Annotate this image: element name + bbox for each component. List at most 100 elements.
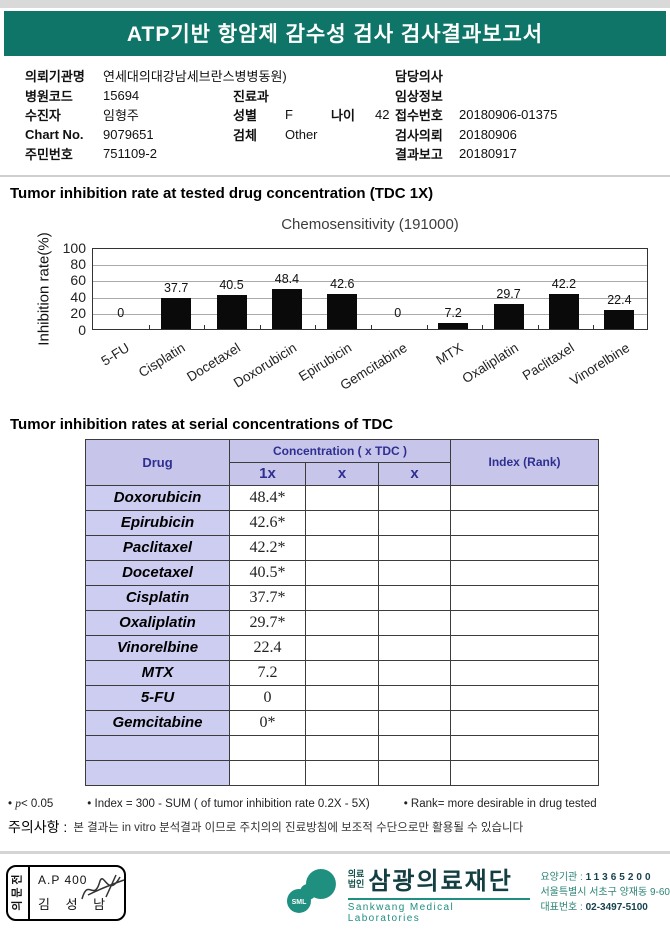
- gridline: [93, 297, 647, 299]
- table-header-row-1: Drug Concentration ( x TDC ) Index (Rank…: [85, 438, 599, 486]
- bars-container: 0 37.7 40.5 48.4 42.6 0 7.2 29.7 42.2 22.4: [93, 249, 647, 329]
- x-tick-label: Doxorubicin: [230, 339, 300, 391]
- receipt-value: 20180906-01375: [459, 107, 558, 123]
- stamp-name: 김 성 남: [38, 896, 112, 912]
- x-tick-label: Cisplatin: [135, 339, 188, 380]
- bar: [216, 295, 247, 329]
- care-org-line: 요양기관 : 11365200: [540, 872, 654, 883]
- row-report: 결과보고 20180917: [395, 144, 670, 164]
- row-chart-no: Chart No. 9079651 검체 Other: [25, 125, 395, 145]
- stamp-main: A.P 400 김 성 남: [30, 867, 111, 919]
- value-cell: [378, 559, 451, 586]
- col-header-x2: x: [305, 461, 379, 486]
- resident-no-label: 주민번호: [25, 147, 73, 163]
- index-cell: [450, 609, 599, 636]
- value-cell: [378, 609, 451, 636]
- dept-label: 진료과: [233, 88, 269, 104]
- value-cell: [305, 684, 379, 711]
- caution-text: 본 결과는 in vitro 분석결과 이므로 주치의의 진료방침에 보조적 수…: [73, 821, 524, 834]
- table-row: Gemcitabine 0*: [85, 709, 599, 736]
- x-axis-tick: [315, 324, 317, 330]
- org-value: 연세대의대강남세브란스병병동원): [103, 69, 287, 85]
- row-clinical: 임상정보: [395, 86, 670, 106]
- x-axis-tick: [371, 324, 372, 330]
- value-cell: 48.4*: [229, 484, 306, 511]
- bar: [493, 304, 524, 329]
- stamp-code: A.P 400: [38, 872, 88, 887]
- value-cell: 37.7*: [229, 584, 306, 611]
- table-row: Cisplatin 37.7*: [85, 584, 599, 611]
- clinical-label: 임상정보: [395, 88, 443, 104]
- bar: [548, 293, 579, 329]
- age-label: 나이: [331, 108, 355, 124]
- section-divider: [0, 174, 670, 177]
- value-cell: 0*: [229, 709, 306, 736]
- index-cell: [450, 584, 599, 611]
- footnote-index: • Index = 300 - SUM ( of tumor inhibitio…: [87, 797, 370, 810]
- stamp-side-char: 문: [11, 887, 24, 898]
- bar-value-label: 0: [117, 305, 125, 320]
- x-axis-tick: [204, 324, 206, 330]
- table-row: Oxaliplatin 29.7*: [85, 609, 599, 636]
- index-cell: [450, 734, 599, 761]
- bar-value-label: 42.6: [330, 276, 355, 291]
- doctor-label: 담당의사: [395, 69, 443, 85]
- lab-logo: SML 의료 법인 삼광의료재단 Sankwang Medical Labora…: [284, 861, 531, 924]
- index-cell: [450, 709, 599, 736]
- drug-cell: Oxaliplatin: [85, 609, 230, 636]
- sex-value: F: [285, 107, 293, 123]
- results-table: Drug Concentration ( x TDC ) Index (Rank…: [85, 438, 599, 786]
- report-banner: ATP기반 항암제 감수성 검사 검사결과보고서: [4, 11, 666, 56]
- bar-value-label: 7.2: [444, 305, 462, 320]
- col-header-1x: 1x: [229, 461, 306, 486]
- bar: [161, 297, 192, 329]
- value-cell: 42.2*: [229, 534, 306, 561]
- value-cell: 29.7*: [229, 609, 306, 636]
- y-tick-label: 80: [70, 255, 86, 272]
- drug-cell: Doxorubicin: [85, 484, 230, 511]
- sml-blob-icon: SML: [286, 868, 336, 913]
- receipt-label: 접수번호: [395, 108, 443, 124]
- hospital-code-value: 15694: [103, 87, 140, 103]
- value-cell: 40.5*: [229, 559, 306, 586]
- y-tick-label: 40: [70, 288, 86, 305]
- x-tick-label: Vinorelbine: [567, 339, 633, 388]
- value-cell: 0: [229, 684, 306, 711]
- row-receipt: 접수번호 20180906-01375: [395, 105, 670, 125]
- value-cell: [305, 634, 379, 661]
- bar-value-label: 42.2: [551, 276, 577, 291]
- value-cell: 22.4: [229, 634, 306, 661]
- row-patient: 수진자 임형주 성별 F 나이 42: [25, 105, 395, 125]
- row-hospital-code: 병원코드 15694 진료과: [25, 86, 395, 106]
- x-axis-tick: [537, 324, 539, 330]
- bar-value-label: 48.4: [274, 271, 300, 286]
- lab-name-english: Sankwang Medical Laboratories: [347, 902, 455, 924]
- bar-slot: 42.6: [315, 249, 370, 329]
- resident-no-value: 751109-2: [103, 146, 157, 162]
- hospital-code-label: 병원코드: [25, 88, 73, 104]
- table-section-title: Tumor inhibition rates at serial concent…: [10, 415, 394, 433]
- index-cell: [450, 659, 599, 686]
- index-cell: [450, 759, 599, 786]
- bar: [438, 322, 469, 329]
- request-label: 검사의뢰: [395, 127, 443, 143]
- bar-slot: 37.7: [148, 249, 203, 329]
- value-cell: [378, 734, 451, 761]
- bar-slot: 0: [370, 249, 425, 329]
- table-row: Epirubicin 42.6*: [85, 509, 599, 536]
- index-cell: [450, 534, 599, 561]
- index-cell: [450, 634, 599, 661]
- x-axis-tick: [148, 324, 150, 330]
- table-row: Doxorubicin 48.4*: [85, 484, 599, 511]
- chart-no-label: Chart No.: [25, 126, 84, 142]
- bar-slot: 0: [93, 249, 148, 329]
- drug-cell: MTX: [85, 659, 230, 686]
- patient-info-section: 의뢰기관명 연세대의대강남세브란스병병동원) 병원코드 15694 진료과 수진…: [0, 56, 670, 170]
- bar-value-label: 40.5: [219, 278, 244, 293]
- gridline: [93, 281, 647, 283]
- index-cell: [450, 484, 599, 511]
- table-header-row-2: 1x x x: [86, 461, 599, 486]
- chart-no-value: 9079651: [103, 126, 154, 142]
- drug-cell: 5-FU: [85, 684, 230, 711]
